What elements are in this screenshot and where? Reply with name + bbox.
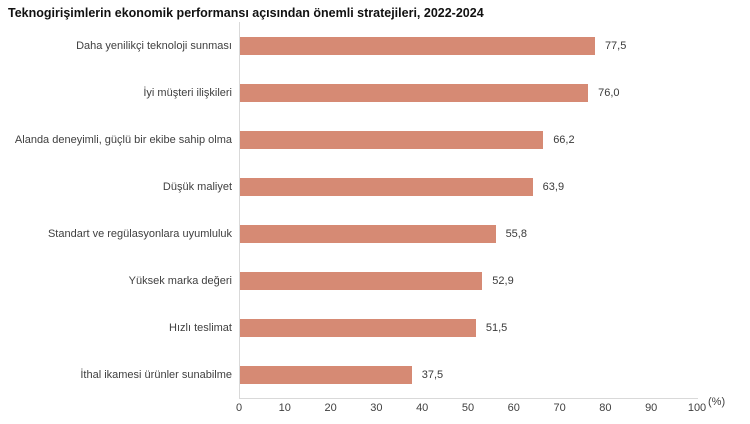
plot-area: 77,5 76,0 66,2 63,9 55,8 52,9 51,5 37,5	[239, 22, 698, 399]
bar-value-label: 52,9	[492, 274, 514, 287]
bar	[240, 365, 412, 384]
category-label: İyi müşteri ilişkileri	[143, 86, 232, 99]
bar	[240, 224, 496, 243]
category-label: Daha yenilikçi teknoloji sunması	[76, 39, 232, 52]
category-labels-column: Daha yenilikçi teknoloji sunması İyi müşt…	[0, 22, 232, 398]
bar-value-label: 55,8	[505, 227, 527, 240]
bar-row: 66,2	[240, 116, 698, 163]
bar	[240, 36, 595, 55]
bar	[240, 83, 589, 102]
bar-row: 55,8	[240, 210, 698, 257]
bar-row: 63,9	[240, 163, 698, 210]
x-tick-label: 80	[599, 402, 612, 414]
bar-value-label: 76,0	[598, 86, 620, 99]
bar-value-label: 63,9	[542, 180, 565, 193]
x-tick-label: 50	[461, 402, 475, 414]
category-label: Standart ve regülasyonlara uyumluluk	[47, 227, 232, 240]
axis-unit-label: (%)	[708, 396, 726, 408]
x-tick-label: 40	[416, 402, 429, 414]
x-axis-tick-labels: 0 10 20 30 40 50 60 70 80 90 100	[235, 402, 706, 418]
bar-value-label: 37,5	[421, 368, 444, 381]
category-label: Alanda deneyimli, güçlü bir ekibe sahip …	[14, 133, 232, 146]
bar	[240, 177, 533, 196]
x-tick-label: 20	[324, 402, 337, 414]
x-tick-label: 10	[278, 402, 291, 414]
bar-row: 51,5	[240, 304, 698, 351]
bar-row: 37,5	[240, 351, 698, 398]
x-tick-label: 90	[645, 402, 658, 414]
x-tick-label: 70	[553, 402, 566, 414]
category-label: Düşük maliyet	[162, 180, 232, 193]
x-tick-label: 60	[507, 402, 520, 414]
x-tick-label: 30	[370, 402, 383, 414]
bar-row: 52,9	[240, 257, 698, 304]
category-label: İthal ikamesi ürünler sunabilme	[80, 368, 232, 381]
chart-title: Teknogirişimlerin ekonomik performansı a…	[8, 6, 484, 20]
bar-value-label: 51,5	[485, 321, 508, 334]
bar-row: 76,0	[240, 69, 698, 116]
category-label: Yüksek marka değeri	[128, 274, 232, 287]
bar	[240, 271, 483, 290]
bar-value-label: 77,5	[604, 39, 627, 52]
bar	[240, 318, 476, 337]
bar-row: 77,5	[240, 22, 698, 69]
x-tick-label: 100	[687, 402, 707, 414]
bar-value-label: 66,2	[553, 133, 575, 146]
x-tick-label: 0	[235, 402, 243, 414]
bar	[240, 130, 544, 149]
bar-rows: 77,5 76,0 66,2 63,9 55,8 52,9 51,5 37,5	[240, 22, 698, 398]
category-label: Hızlı teslimat	[169, 321, 232, 334]
